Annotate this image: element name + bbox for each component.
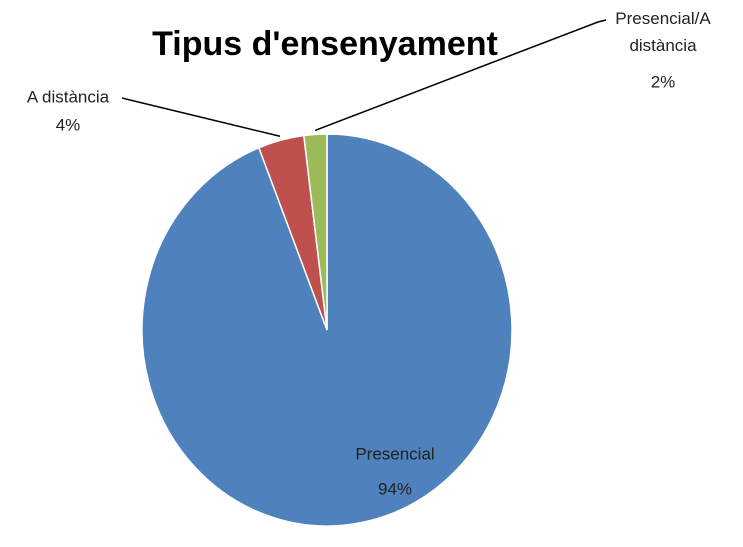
category-label: A distància [27, 87, 110, 106]
value-label: 4% [56, 115, 81, 134]
value-label: 2% [651, 72, 676, 91]
category-label: Presencial/A distància [615, 9, 711, 55]
pie-slice [302, 133, 328, 331]
value-label: 94% [378, 479, 412, 498]
leader-line [314, 19, 607, 132]
category-label: Presencial [355, 444, 434, 463]
leader-line [121, 97, 281, 138]
chart-title: Tipus d'ensenyament [152, 25, 498, 63]
